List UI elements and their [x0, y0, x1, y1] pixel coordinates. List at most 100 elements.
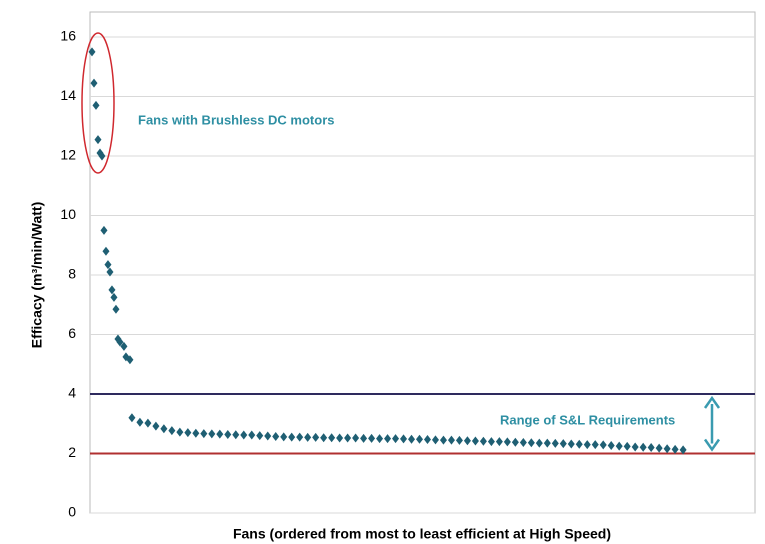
data-point — [575, 439, 583, 449]
data-point — [384, 434, 392, 444]
y-tick-label: 6 — [68, 325, 76, 341]
y-tick-label: 0 — [68, 504, 76, 520]
data-point — [376, 434, 384, 444]
data-point — [116, 337, 124, 347]
data-point — [503, 437, 511, 447]
data-point — [519, 437, 527, 447]
data-point — [471, 436, 479, 446]
data-point — [663, 444, 671, 454]
data-point — [112, 304, 120, 314]
data-point — [98, 151, 106, 161]
annotation: Range of S&L Requirements — [500, 412, 675, 427]
data-point — [224, 429, 232, 439]
data-point — [671, 444, 679, 454]
data-point — [240, 430, 248, 440]
data-point — [479, 436, 487, 446]
data-point — [288, 432, 296, 442]
data-point — [184, 428, 192, 438]
y-axis-label: Efficacy (m³/min/Watt) — [29, 202, 45, 349]
data-point — [248, 430, 256, 440]
y-tick-label: 8 — [68, 266, 76, 282]
data-point — [328, 433, 336, 443]
data-point — [168, 426, 176, 436]
data-point — [100, 225, 108, 235]
data-point — [647, 443, 655, 453]
data-point — [344, 433, 352, 443]
data-point — [495, 437, 503, 447]
data-point — [543, 438, 551, 448]
data-point — [176, 427, 184, 437]
data-point — [511, 437, 519, 447]
data-point — [392, 434, 400, 444]
y-tick-label: 10 — [60, 206, 76, 222]
data-point — [615, 441, 623, 451]
data-point — [232, 430, 240, 440]
data-point — [106, 267, 114, 277]
data-point — [639, 442, 647, 452]
data-point — [216, 429, 224, 439]
data-point — [108, 285, 116, 295]
data-point — [352, 433, 360, 443]
y-tick-label: 14 — [60, 87, 76, 103]
data-point — [90, 78, 98, 88]
data-point — [400, 434, 408, 444]
data-point — [126, 355, 134, 365]
y-tick-label: 12 — [60, 147, 76, 163]
data-point — [120, 341, 128, 351]
data-point — [567, 439, 575, 449]
data-point — [431, 435, 439, 445]
data-point — [487, 437, 495, 447]
data-point — [455, 435, 463, 445]
data-point — [551, 438, 559, 448]
x-axis-label: Fans (ordered from most to least efficie… — [233, 526, 611, 542]
data-point — [368, 433, 376, 443]
data-point — [439, 435, 447, 445]
data-point — [559, 439, 567, 449]
data-point — [280, 432, 288, 442]
plot: 0 2 4 6 8 10 12 14 16 — [60, 11, 756, 520]
data-point — [623, 441, 631, 451]
data-point — [408, 434, 416, 444]
data-point — [599, 440, 607, 450]
data-point — [94, 135, 102, 145]
data-point — [200, 429, 208, 439]
data-point — [122, 352, 130, 362]
data-point — [272, 432, 280, 442]
data-point — [463, 436, 471, 446]
arrow-head — [703, 395, 721, 409]
data-point — [92, 100, 100, 110]
data-point — [583, 440, 591, 450]
data-point — [416, 434, 424, 444]
data-point — [312, 432, 320, 442]
data-point — [447, 435, 455, 445]
data-point — [128, 413, 136, 423]
data-point — [208, 429, 216, 439]
data-point — [607, 440, 615, 450]
y-tick-label: 4 — [68, 385, 76, 401]
arrow-head — [703, 438, 721, 452]
data-point — [160, 424, 168, 434]
data-point — [320, 433, 328, 443]
data-point — [631, 442, 639, 452]
data-point — [144, 418, 152, 428]
data-point — [104, 260, 112, 270]
data-point — [296, 432, 304, 442]
data-point — [102, 246, 110, 256]
data-point — [264, 431, 272, 441]
data-point — [423, 435, 431, 445]
data-point — [304, 432, 312, 442]
data-point — [88, 47, 96, 57]
data-point — [136, 417, 144, 427]
data-point — [655, 443, 663, 453]
annotation: Fans with Brushless DC motors — [138, 112, 334, 127]
y-tick-label: 16 — [60, 28, 76, 44]
data-point — [679, 445, 687, 455]
data-point — [535, 438, 543, 448]
highlight-ellipse — [81, 32, 115, 174]
data-point — [336, 433, 344, 443]
data-point — [591, 440, 599, 450]
data-point — [256, 431, 264, 441]
data-point — [360, 433, 368, 443]
data-point — [527, 438, 535, 448]
